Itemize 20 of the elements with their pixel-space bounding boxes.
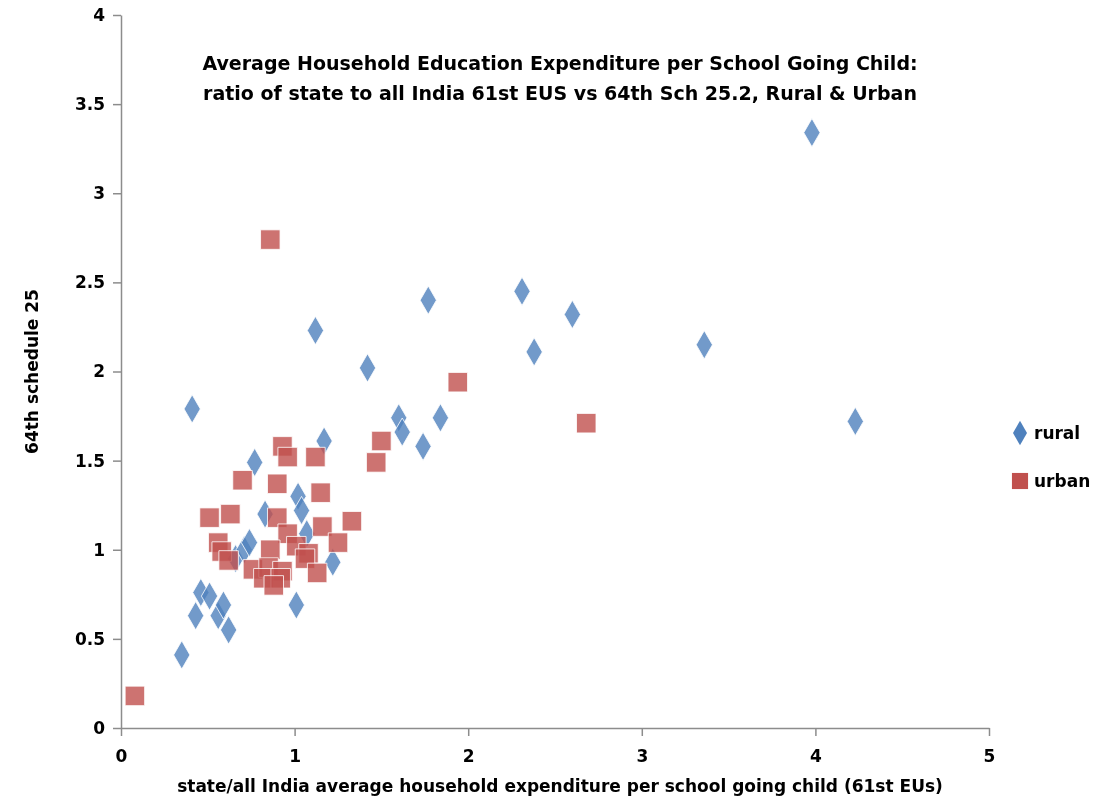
y-tick-label: 4 [93,4,106,25]
x-tick-label: 3 [636,746,649,767]
legend-label: rural [1034,423,1081,443]
y-tick-label: 2.5 [74,272,105,293]
y-axis-title: 64th schedule 25 [22,289,42,454]
x-tick-label: 5 [983,746,996,767]
y-tick-label: 0.5 [74,628,105,649]
x-axis-title: state/all India average household expenditure per school going child (61st EUs) [177,776,943,796]
y-tick-label: 1.5 [74,450,105,471]
x-tick-label: 1 [289,746,302,767]
x-tick-label: 4 [809,746,822,767]
y-tick-label: 2 [93,361,105,382]
text: Average Household Education Expenditure per School Going Child: ratio of state to all India 61st EUS vs 64th Sch 25.2, Rural & Urban [202,52,918,104]
y-tick-label: 3 [93,183,105,204]
legend-label: urban [1034,471,1091,491]
x-tick-label: 2 [462,746,475,767]
y-tick-label: 3.5 [74,94,105,115]
y-tick-label: 0 [93,717,106,738]
y-tick-label: 1 [93,539,105,560]
x-tick-label: 0 [115,746,128,767]
